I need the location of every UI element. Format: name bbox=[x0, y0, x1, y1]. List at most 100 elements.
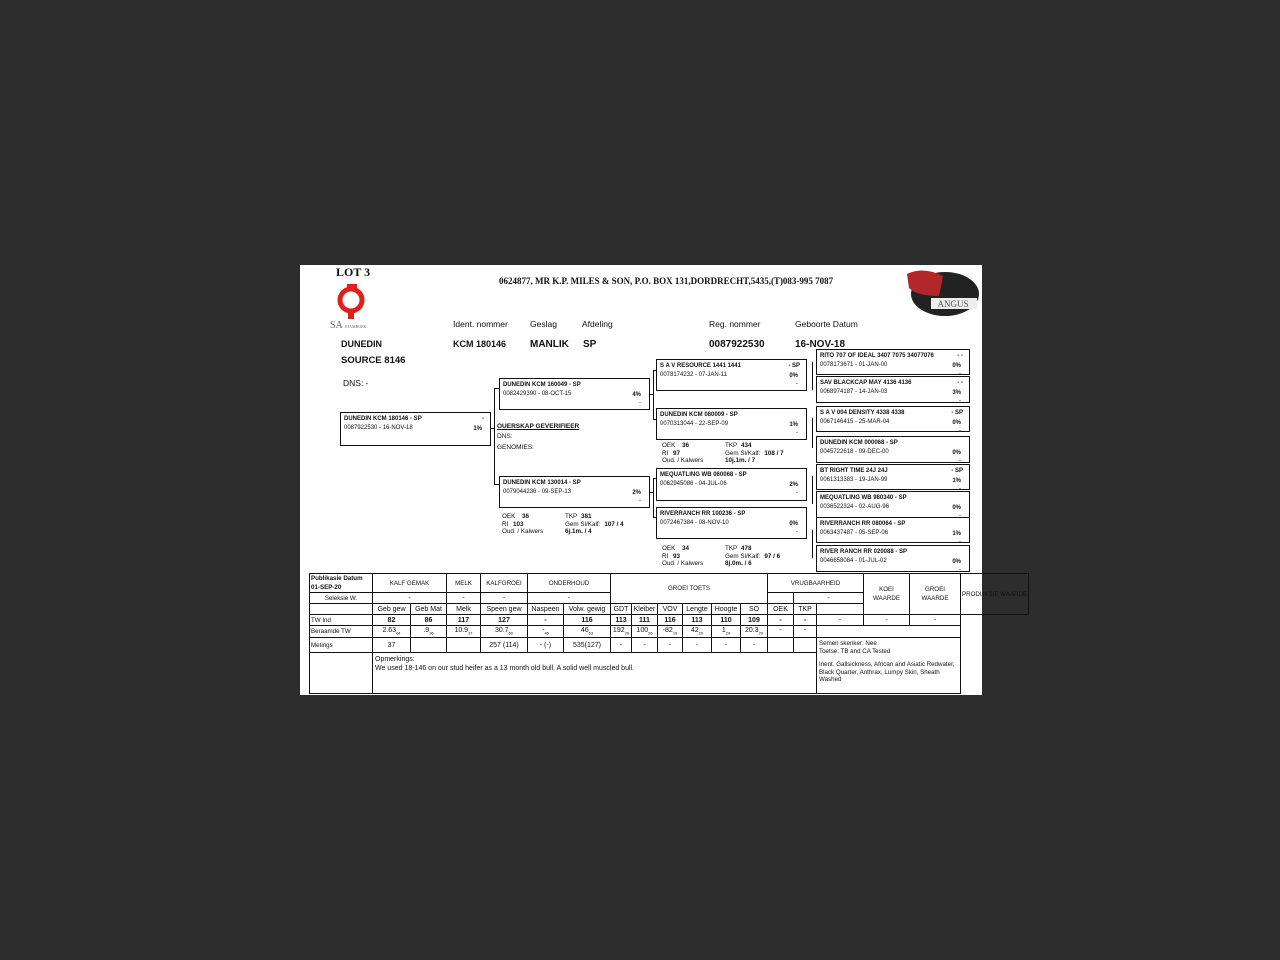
section-label: Afdeling bbox=[582, 319, 613, 329]
remarks: Opmerkings: We used 18-146 on our stud he… bbox=[372, 652, 817, 695]
lot-number: LOT 3 bbox=[336, 265, 371, 279]
dash: - bbox=[959, 371, 961, 377]
animal-name: DUNEDIN bbox=[341, 339, 383, 349]
percent: 0% bbox=[789, 521, 798, 527]
column-header: Naspeen bbox=[527, 603, 564, 615]
selection-maintenance: - bbox=[527, 592, 611, 604]
sex-value: MANLIK bbox=[530, 339, 569, 350]
pedigree-sire-dam: DUNEDIN KCM 080009 - SP 0070313044 - 22-S… bbox=[656, 408, 807, 440]
column-header: TKP bbox=[793, 603, 817, 615]
progeny-stats: OEK 34 TKP 478 RI 93 Gem Sl/Kalf: 97 / 6 Oud. … bbox=[662, 545, 781, 567]
measurement-value: - bbox=[711, 637, 741, 654]
pedigree-dam-dam: RIVERRANCH RR 100236 - SP 0072467384 - 08… bbox=[656, 507, 807, 539]
pedigree-dam-sire: MEQUATLING WB 060068 - SP 0062945086 - 04… bbox=[656, 468, 807, 501]
performance-table: Publikasie Datum 01-SEP-20 KALF GEMAK MEL… bbox=[309, 573, 1030, 695]
dash: - bbox=[639, 498, 641, 504]
name: MEQUATLING WB 980340 - SP bbox=[820, 495, 907, 501]
animal-name-2: SOURCE 8146 bbox=[341, 355, 406, 366]
measurement-value bbox=[767, 637, 794, 654]
percent: 0% bbox=[952, 420, 961, 426]
dash: - bbox=[959, 539, 961, 545]
pedigree-sire-sire: S A V RESOURCE 1441 1441 0078174232 - 07-… bbox=[656, 359, 807, 391]
reg-date: 0036522324 - 02-AUG-96 bbox=[820, 504, 890, 510]
dash: - bbox=[959, 398, 961, 404]
dash: - bbox=[796, 529, 798, 535]
name: DUNEDIN KCM 000068 - SP bbox=[820, 440, 898, 446]
percent: 1% bbox=[952, 478, 961, 484]
index-value: - bbox=[863, 614, 910, 626]
reg-label: Reg. nommer bbox=[709, 319, 761, 329]
measurement-value: - bbox=[657, 637, 683, 654]
reg-date: 0078173671 - 01-JAN-00 bbox=[820, 362, 888, 368]
tw-value: 127 bbox=[480, 614, 528, 626]
sex-label: Geslag bbox=[530, 319, 557, 329]
reg-date: 0078174232 - 07-JAN-11 bbox=[660, 372, 727, 378]
stamboek-logo-text: SA STAMBOEK bbox=[330, 320, 367, 331]
reg-date: 0062945086 - 04-JUL-06 bbox=[660, 481, 727, 487]
name: RIVERRANCH RR 100236 - SP bbox=[660, 511, 746, 517]
progeny-stats: OEK 36 TKP 381 RI 103 Gem Sl/Kalf: 107 / 4 Oud… bbox=[502, 513, 624, 535]
percent: 1% bbox=[789, 422, 798, 428]
name: DUNEDIN KCM 160049 - SP bbox=[503, 382, 581, 388]
column-header: GDT bbox=[610, 603, 632, 615]
reg-date: 0045722618 - 09-DEC-00 bbox=[820, 449, 889, 455]
percent: 2% bbox=[632, 490, 641, 496]
measurements-label: Metings bbox=[309, 637, 373, 654]
pedigree-dam: DUNEDIN KCM 130014 - SP 0079044236 - 09-S… bbox=[499, 476, 650, 508]
index-value: - bbox=[816, 614, 864, 626]
tag: - - bbox=[957, 353, 963, 359]
dash: - bbox=[959, 567, 961, 573]
measurement-value: - bbox=[610, 637, 632, 654]
ebv-value: 2.6364 bbox=[372, 624, 411, 639]
selection-calf-growth: - bbox=[480, 592, 528, 604]
reg-date: 0079044236 - 09-SEP-13 bbox=[503, 489, 572, 495]
column-header: SO bbox=[740, 603, 768, 615]
selection-label: Seleksie W. bbox=[309, 592, 373, 604]
ebv-value: 10.937 bbox=[446, 624, 481, 639]
group-cow-value: KOEI WAARDE bbox=[863, 573, 910, 615]
tag: - - bbox=[957, 380, 963, 386]
column-header: OEK bbox=[767, 603, 794, 615]
dash: - bbox=[796, 430, 798, 436]
measurement-value: 535(127) bbox=[563, 637, 611, 654]
name: DUNEDIN KCM 180146 - SP bbox=[344, 416, 422, 422]
tw-value: 110 bbox=[711, 614, 741, 626]
group-maintenance: ONDERHOUD bbox=[527, 573, 611, 593]
percent: 0% bbox=[952, 450, 961, 456]
column-header: VOV bbox=[657, 603, 683, 615]
ebv-label: Beraamde TW bbox=[309, 624, 373, 639]
reg-value: 0087922530 bbox=[709, 339, 765, 350]
tw-value: 111 bbox=[631, 614, 658, 626]
pedigree-great-grandparent: RIVER RANCH RR 020088 - SP 0046658084 - 0… bbox=[816, 545, 970, 573]
column-header: Lengte bbox=[682, 603, 712, 615]
measurement-value: 37 bbox=[372, 637, 411, 654]
percent: 1% bbox=[473, 426, 482, 432]
group-growth-value: GROEI WAARDE bbox=[909, 573, 961, 615]
tw-value: 86 bbox=[410, 614, 447, 626]
animal-notes: Semen skenker: Nee Toetse: TB and CA Test… bbox=[816, 637, 961, 695]
percent: 0% bbox=[789, 373, 798, 379]
pedigree-great-grandparent: RITO 707 OF IDEAL 3407 7075 34077076 0078… bbox=[816, 349, 970, 377]
dash: - bbox=[796, 490, 798, 496]
group-production-value: PRODUKSIE WAARDE bbox=[959, 573, 1030, 615]
publication-date: Publikasie Datum 01-SEP-20 bbox=[309, 573, 373, 593]
angus-logo: ANGUS bbox=[907, 270, 979, 316]
column-header: Kleiber bbox=[631, 603, 658, 615]
pedigree-sire: DUNEDIN KCM 160049 - SP 0082429390 - 08-O… bbox=[499, 378, 650, 410]
ident-value: KCM 180146 bbox=[453, 339, 507, 349]
column-header: Melk bbox=[446, 603, 481, 615]
percent: 0% bbox=[952, 363, 961, 369]
reg-date: 0072467384 - 08-NOV-10 bbox=[660, 520, 729, 526]
percent: 4% bbox=[632, 392, 641, 398]
group-fertility: VRUGBAARHEID bbox=[767, 573, 864, 593]
name: DUNEDIN KCM 130014 - SP bbox=[503, 480, 581, 486]
name: S A V 004 DENSITY 4338 4338 bbox=[820, 410, 905, 416]
tw-value: 117 bbox=[446, 614, 481, 626]
measurement-value bbox=[446, 637, 481, 654]
selection-calving: - bbox=[372, 592, 447, 604]
ebv-value: 19226 bbox=[610, 624, 632, 639]
dash: - bbox=[959, 486, 961, 492]
percent: 0% bbox=[952, 505, 961, 511]
genomics: GENOMIES: bbox=[497, 444, 534, 451]
tag: - bbox=[482, 416, 484, 422]
